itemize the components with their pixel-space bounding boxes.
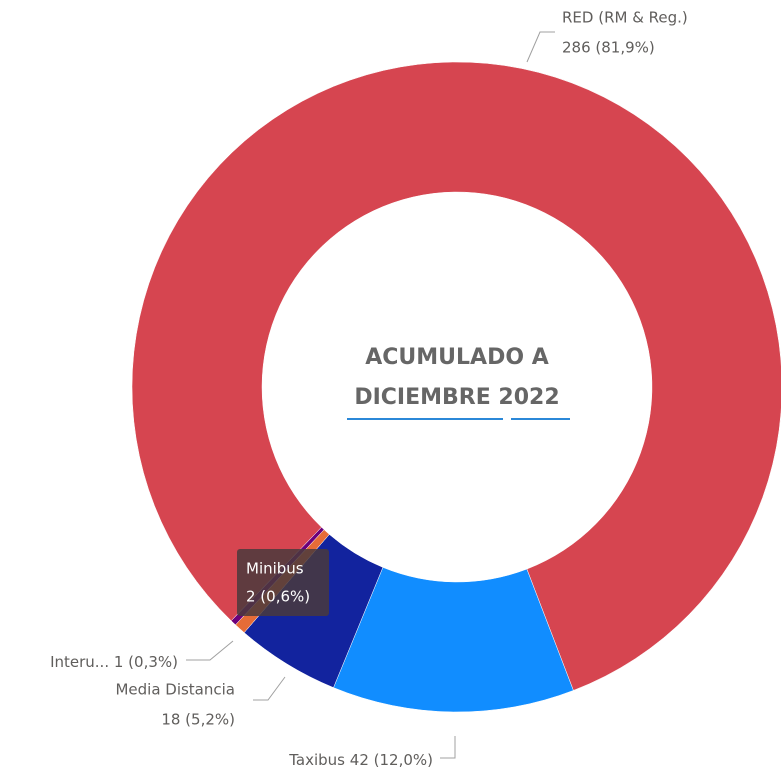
slice-label: Taxibus 42 (12,0%) bbox=[288, 751, 433, 769]
slice-label: Media Distancia bbox=[115, 681, 235, 699]
leader-line bbox=[253, 676, 286, 701]
tooltip: Minibus 2 (0,6%) bbox=[237, 549, 329, 616]
leader-line bbox=[186, 640, 234, 661]
slice-value-label: 42 (12,0%) bbox=[350, 751, 433, 769]
center-title: ACUMULADO A bbox=[365, 345, 549, 370]
slice-label: Interu... 1 (0,3%) bbox=[50, 653, 178, 671]
tooltip-value: 2 (0,6%) bbox=[246, 588, 310, 606]
slice-value-label: 18 (5,2%) bbox=[161, 711, 235, 729]
slice-label-name: Interu... bbox=[50, 653, 109, 671]
slice-value-label: 286 (81,9%) bbox=[562, 39, 655, 57]
slice-label-name: Taxibus bbox=[288, 751, 345, 769]
leader-line bbox=[526, 31, 555, 63]
tooltip-category: Minibus bbox=[246, 560, 304, 578]
center-title: DICIEMBRE 2022 bbox=[354, 385, 559, 410]
slice-label: RED (RM & Reg.) bbox=[562, 9, 688, 27]
slice-value-label: 1 (0,3%) bbox=[114, 653, 178, 671]
leader-line bbox=[440, 736, 456, 759]
slice bbox=[131, 61, 781, 691]
tooltip-box bbox=[237, 549, 329, 616]
